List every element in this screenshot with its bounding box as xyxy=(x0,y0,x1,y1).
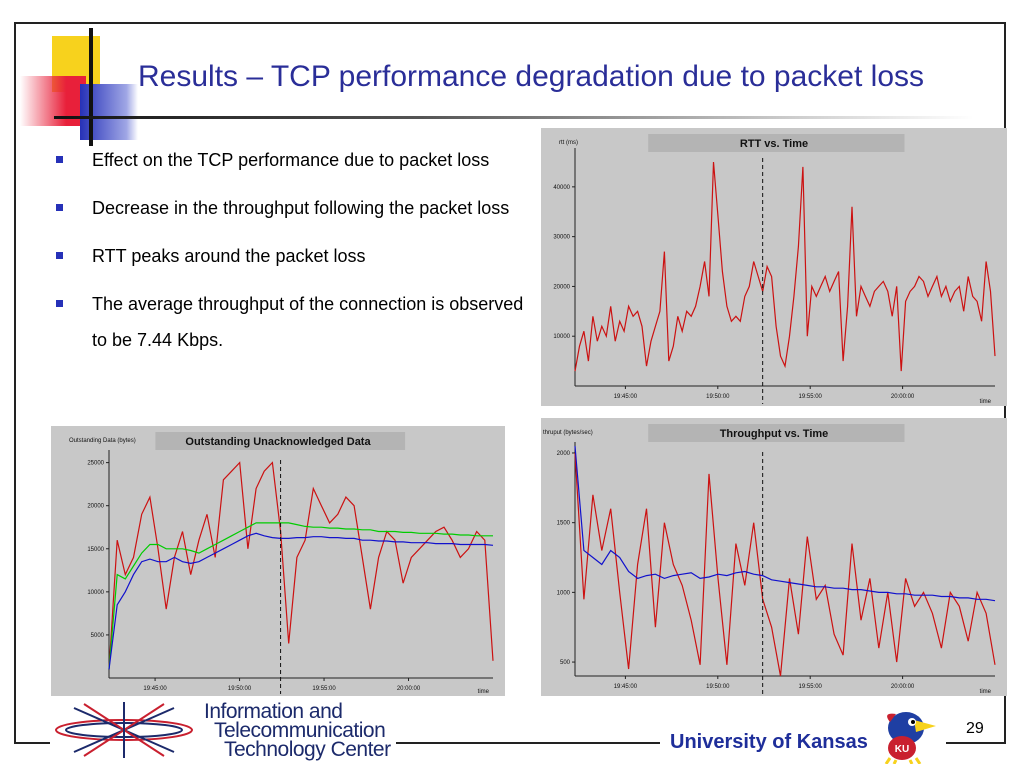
x-tick-label: 19:45:00 xyxy=(614,684,638,690)
y-tick-label: 2000 xyxy=(557,451,571,457)
x-tick-label: 19:55:00 xyxy=(312,686,336,692)
chart-title: Throughput vs. Time xyxy=(720,428,829,440)
x-tick-label: 19:55:00 xyxy=(799,394,823,400)
y-tick-label: 30000 xyxy=(553,235,570,241)
frame-bottom-line xyxy=(396,742,660,744)
bullet-text: RTT peaks around the packet loss xyxy=(92,246,366,266)
y-tick-label: 5000 xyxy=(91,633,105,639)
itc-line: Information and xyxy=(204,700,343,723)
mascot-text: KU xyxy=(895,744,909,755)
jayhawk-mascot-icon: KU xyxy=(884,712,936,764)
title-underline xyxy=(54,116,974,119)
y-axis-label: Outstanding Data (bytes) xyxy=(69,438,136,444)
bullet-text: Effect on the TCP performance due to pac… xyxy=(92,150,490,170)
frame-bottom-line xyxy=(946,742,1006,744)
y-tick-label: 25000 xyxy=(87,461,104,467)
university-name: University of Kansas xyxy=(670,731,868,753)
x-axis-label: time xyxy=(980,399,992,405)
itc-wordmark: Information and Telecommunication Techno… xyxy=(204,700,391,761)
x-axis-label: time xyxy=(478,689,490,695)
y-tick-label: 20000 xyxy=(553,284,570,290)
rtt-chart: RTT vs. Time rtt (ms) time 10000 20000 30000 4… xyxy=(541,128,1007,406)
bullet-square-icon xyxy=(56,252,63,259)
throughput-chart: Throughput vs. Time thruput (bytes/sec) ti… xyxy=(541,418,1007,696)
x-tick-label: 19:45:00 xyxy=(614,394,638,400)
bullet-text: The average throughput of the connection… xyxy=(92,294,524,350)
x-tick-label: 19:55:00 xyxy=(799,684,823,690)
itc-line: Technology Center xyxy=(224,738,391,761)
decor-vertical-line xyxy=(89,28,93,146)
y-tick-label: 20000 xyxy=(87,504,104,510)
bullet-square-icon xyxy=(56,204,63,211)
y-axis-label: thruput (bytes/sec) xyxy=(543,430,593,436)
series-line-0 xyxy=(108,461,494,670)
itc-line: Telecommunication xyxy=(214,719,386,742)
y-tick-label: 1500 xyxy=(557,521,571,527)
bullet-item: Effect on the TCP performance due to pac… xyxy=(56,142,526,178)
y-tick-label: 1000 xyxy=(557,590,571,596)
bullet-item: RTT peaks around the packet loss xyxy=(56,238,526,274)
series-line-2 xyxy=(108,532,494,670)
x-tick-label: 19:50:00 xyxy=(706,394,730,400)
bullet-item: Decrease in the throughput following the… xyxy=(56,190,526,226)
y-tick-label: 15000 xyxy=(87,547,104,553)
chart-title-band xyxy=(155,432,406,450)
x-tick-label: 20:00:00 xyxy=(891,394,915,400)
itc-logo-icon xyxy=(55,702,193,758)
x-tick-label: 20:00:00 xyxy=(397,686,421,692)
y-axis-label: rtt (ms) xyxy=(559,140,578,146)
bullet-text: Decrease in the throughput following the… xyxy=(92,198,510,218)
chart-title: RTT vs. Time xyxy=(740,138,808,150)
chart-title-band xyxy=(648,424,905,442)
series-line-1 xyxy=(108,522,493,670)
bullet-square-icon xyxy=(56,300,63,307)
bullet-list: Effect on the TCP performance due to pac… xyxy=(56,142,526,370)
chart-svg: Outstanding Unacknowledged Data Outstandi… xyxy=(69,432,494,695)
x-tick-label: 19:50:00 xyxy=(228,686,252,692)
series-line-0 xyxy=(574,161,996,372)
bullet-square-icon xyxy=(56,156,63,163)
slide-title: Results – TCP performance degradation du… xyxy=(138,60,925,93)
x-tick-label: 20:00:00 xyxy=(891,684,915,690)
y-tick-label: 10000 xyxy=(87,590,104,596)
y-tick-label: 10000 xyxy=(553,334,570,340)
chart-svg: RTT vs. Time rtt (ms) time 10000 20000 30000 4… xyxy=(553,134,996,405)
bullet-item: The average throughput of the connection… xyxy=(56,286,526,358)
page-number: 29 xyxy=(966,720,984,737)
chart-svg: Throughput vs. Time thruput (bytes/sec) ti… xyxy=(543,424,996,695)
x-axis-label: time xyxy=(980,689,992,695)
x-tick-label: 19:45:00 xyxy=(143,686,167,692)
y-tick-label: 500 xyxy=(560,660,571,666)
series-line-1 xyxy=(574,445,996,602)
chart-title: Outstanding Unacknowledged Data xyxy=(185,436,371,448)
frame-bottom-line xyxy=(14,742,50,744)
series-line-0 xyxy=(574,452,996,677)
chart-title-band xyxy=(648,134,905,152)
outstanding-data-chart: Outstanding Unacknowledged Data Outstandi… xyxy=(51,426,505,696)
x-tick-label: 19:50:00 xyxy=(706,684,730,690)
y-tick-label: 40000 xyxy=(553,185,570,191)
